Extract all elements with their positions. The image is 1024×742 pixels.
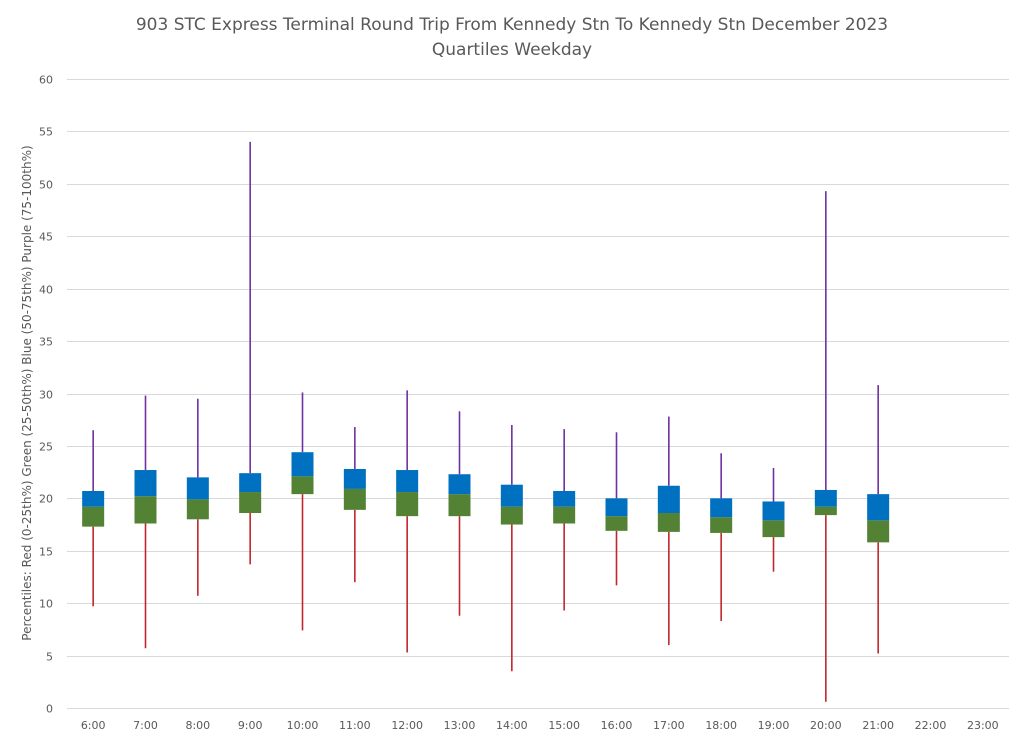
- lower-box: [814, 506, 837, 516]
- box-11:00: [343, 427, 366, 583]
- box-21:00: [867, 385, 890, 654]
- y-tick-label: 50: [39, 179, 53, 192]
- x-tick-label: 13:00: [444, 719, 476, 732]
- lower-box: [82, 506, 105, 527]
- lower-box: [657, 513, 680, 532]
- x-tick-label: 22:00: [915, 719, 947, 732]
- x-tick-label: 14:00: [496, 719, 528, 732]
- plot-area: [82, 141, 890, 702]
- lower-box: [867, 520, 890, 543]
- box-13:00: [448, 411, 471, 616]
- x-tick-label: 19:00: [758, 719, 790, 732]
- box-18:00: [710, 453, 733, 621]
- y-tick-label: 35: [39, 336, 53, 349]
- x-tick-label: 6:00: [81, 719, 106, 732]
- y-axis-label: Percentiles: Red (0-25th%) Green (25-50t…: [20, 145, 34, 640]
- x-tick-label: 16:00: [601, 719, 633, 732]
- x-tick-label: 12:00: [391, 719, 423, 732]
- lower-box: [291, 476, 314, 495]
- upper-box: [814, 489, 837, 507]
- lower-box: [186, 499, 209, 520]
- x-axis-ticks: 6:00 7:00 8:00 9:00 10:00 11:00 12:00 13:00 14:0…: [81, 719, 999, 732]
- x-tick-label: 7:00: [133, 719, 158, 732]
- upper-box: [605, 498, 628, 517]
- upper-box: [762, 501, 785, 521]
- upper-box: [657, 485, 680, 514]
- x-tick-label: 17:00: [653, 719, 685, 732]
- box-10:00: [291, 392, 314, 631]
- x-tick-label: 10:00: [287, 719, 319, 732]
- box-16:00: [605, 432, 628, 586]
- lower-box: [448, 494, 471, 517]
- y-tick-label: 0: [46, 703, 53, 716]
- lower-box: [762, 520, 785, 538]
- upper-box: [291, 452, 314, 477]
- box-8:00: [186, 398, 209, 596]
- upper-box: [500, 484, 523, 507]
- upper-box: [867, 494, 890, 521]
- upper-box: [82, 490, 105, 507]
- gridlines: [67, 79, 1009, 709]
- box-7:00: [134, 395, 157, 649]
- upper-box: [553, 490, 576, 507]
- y-tick-label: 40: [39, 284, 53, 297]
- y-tick-label: 45: [39, 231, 53, 244]
- box-14:00: [500, 424, 523, 672]
- upper-box: [343, 468, 366, 489]
- upper-box: [396, 470, 419, 493]
- box-12:00: [396, 390, 419, 653]
- x-tick-label: 18:00: [705, 719, 737, 732]
- lower-box: [396, 492, 419, 517]
- upper-box: [239, 473, 262, 493]
- lower-box: [134, 496, 157, 524]
- y-tick-label: 30: [39, 389, 53, 402]
- lower-box: [500, 506, 523, 525]
- lower-box: [343, 488, 366, 510]
- lower-box: [605, 516, 628, 531]
- x-tick-label: 15:00: [548, 719, 580, 732]
- box-6:00: [82, 430, 105, 607]
- lower-box: [710, 517, 733, 533]
- lower-box: [553, 506, 576, 524]
- x-tick-label: 9:00: [238, 719, 263, 732]
- box-17:00: [657, 416, 680, 646]
- y-tick-label: 10: [39, 598, 53, 611]
- y-tick-label: 25: [39, 441, 53, 454]
- x-tick-label: 20:00: [810, 719, 842, 732]
- y-tick-label: 60: [39, 74, 53, 87]
- x-tick-label: 11:00: [339, 719, 371, 732]
- y-tick-label: 20: [39, 493, 53, 506]
- upper-box: [186, 477, 209, 500]
- box-15:00: [553, 429, 576, 611]
- chart-subtitle: Quartiles Weekday: [432, 40, 592, 60]
- y-tick-label: 5: [46, 651, 53, 664]
- upper-box: [448, 474, 471, 495]
- y-tick-label: 55: [39, 126, 53, 139]
- upper-box: [710, 498, 733, 518]
- x-tick-label: 8:00: [185, 719, 210, 732]
- box-19:00: [762, 467, 785, 572]
- box-9:00: [239, 141, 262, 565]
- upper-box: [134, 470, 157, 497]
- box-20:00: [814, 191, 837, 702]
- x-tick-label: 23:00: [967, 719, 999, 732]
- lower-box: [239, 492, 262, 514]
- y-tick-label: 15: [39, 546, 53, 559]
- y-axis-ticks: 0 5 10 15 20 25 30 35 40 45 50 55 60: [39, 74, 53, 716]
- x-tick-label: 21:00: [862, 719, 894, 732]
- chart-title: 903 STC Express Terminal Round Trip From…: [136, 15, 888, 35]
